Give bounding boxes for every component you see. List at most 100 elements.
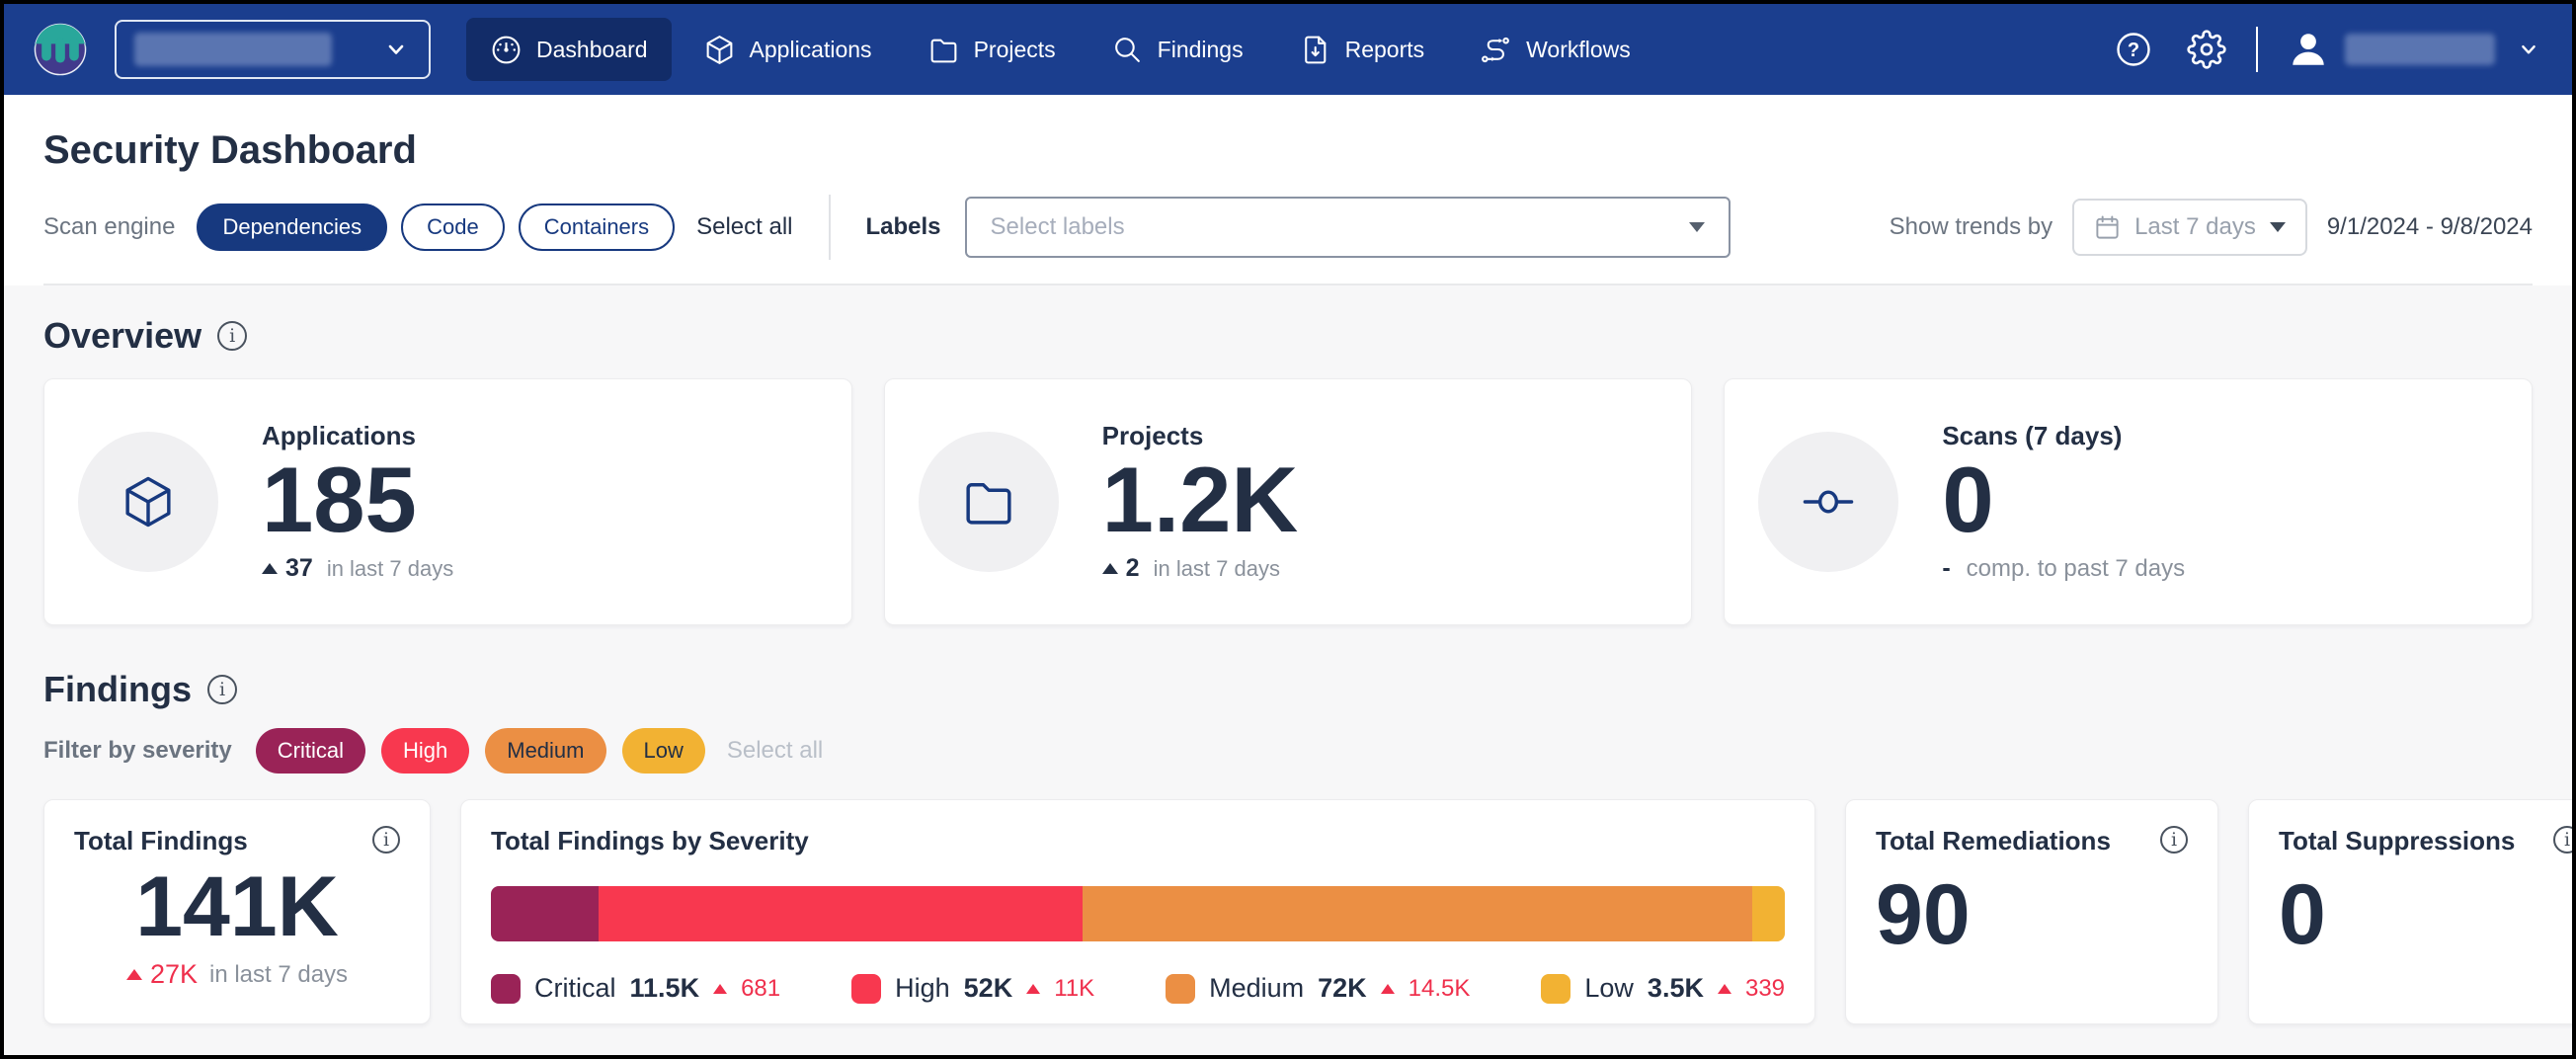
magnifier-icon — [1114, 37, 1140, 62]
legend-value: 11.5K — [629, 973, 700, 1003]
nav-item-applications[interactable]: Applications — [680, 18, 896, 81]
severity-stacked-bar — [491, 886, 1786, 941]
card-title: Total Findings — [74, 826, 248, 855]
bar-segment-low[interactable] — [1752, 886, 1786, 941]
card-delta: 27K — [149, 959, 198, 989]
svg-text:?: ? — [2128, 40, 2139, 61]
gauge-icon — [492, 36, 521, 63]
main-nav: Dashboard Applications Projects — [466, 18, 1654, 81]
card-total-remediations: Total Remediations i 90 — [1845, 799, 2219, 1024]
nav-divider — [2256, 27, 2258, 72]
findings-cards: Total Findings i 141K 27K in last 7 days… — [43, 799, 2572, 1024]
legend-label: Medium — [1209, 973, 1305, 1003]
card-value: 0 — [1942, 447, 1994, 551]
findings-heading: Findings — [43, 669, 192, 709]
chip-low[interactable]: Low — [621, 728, 705, 774]
legend-value: 72K — [1318, 973, 1367, 1003]
trends-cluster: Show trends by Last 7 days 9/1/2024 - 9/… — [1890, 199, 2533, 256]
scan-engine-select-all[interactable]: Select all — [696, 213, 793, 240]
account-name-redacted — [134, 33, 332, 66]
chip-containers[interactable]: Containers — [518, 204, 676, 251]
user-name-redacted — [2345, 34, 2495, 65]
show-trends-label: Show trends by — [1889, 213, 2053, 240]
nav-item-findings[interactable]: Findings — [1087, 18, 1267, 81]
card-total-findings: Total Findings i 141K 27K in last 7 days — [43, 799, 431, 1024]
icon-circle — [1758, 432, 1899, 572]
folder-icon — [966, 483, 1011, 525]
info-icon[interactable]: i — [2160, 826, 2189, 854]
mend-logo[interactable] — [34, 23, 87, 76]
nav-item-dashboard[interactable]: Dashboard — [466, 18, 672, 81]
workflow-icon — [1482, 37, 1510, 62]
help-button[interactable]: ? — [2114, 30, 2153, 69]
trend-up-icon — [1026, 983, 1041, 994]
legend-item-high: High 52K 11K — [851, 973, 1094, 1004]
chip-code[interactable]: Code — [401, 204, 505, 251]
chip-critical[interactable]: Critical — [255, 728, 365, 774]
legend-label: Critical — [534, 973, 616, 1003]
chip-high[interactable]: High — [381, 728, 470, 774]
chevron-down-icon — [2522, 44, 2536, 54]
nav-item-workflows[interactable]: Workflows — [1456, 18, 1654, 81]
filter-bar: Scan engine Dependencies Code Containers… — [43, 195, 2533, 260]
legend-delta: 339 — [1744, 974, 1786, 1002]
legend-swatch — [1166, 973, 1196, 1004]
chip-dependencies[interactable]: Dependencies — [197, 204, 388, 251]
nav-label: Projects — [973, 36, 1056, 62]
chevron-down-icon — [388, 44, 404, 54]
page-title: Security Dashboard — [43, 128, 417, 172]
trends-period-dropdown[interactable]: Last 7 days — [2072, 199, 2307, 256]
card-note: comp. to past 7 days — [1966, 554, 2186, 582]
trend-up-icon — [1380, 983, 1395, 994]
legend-label: High — [895, 973, 950, 1003]
severity-filter-label: Filter by severity — [43, 737, 232, 764]
info-icon[interactable]: i — [2553, 826, 2572, 854]
nav-label: Applications — [749, 36, 872, 62]
cube-icon — [706, 35, 732, 64]
report-icon — [1304, 36, 1326, 63]
card-projects: Projects 1.2K 2 in last 7 days — [883, 378, 1693, 625]
info-icon[interactable]: i — [217, 321, 248, 351]
page-header: Security Dashboard Scan engine Dependenc… — [4, 95, 2572, 285]
help-icon: ? — [2117, 33, 2150, 66]
cube-icon — [125, 476, 171, 528]
severity-select-all[interactable]: Select all — [726, 737, 824, 764]
icon-circle — [78, 432, 218, 572]
caret-down-icon — [2269, 222, 2286, 232]
overview-cards: Applications 185 37 in last 7 days — [43, 378, 2534, 625]
findings-heading-row: Findings i — [43, 669, 2533, 710]
legend-item-low: Low 3.5K 339 — [1541, 973, 1785, 1004]
legend-delta: 11K — [1054, 974, 1095, 1002]
card-delta-suffix: in last 7 days — [326, 555, 454, 581]
nav-label: Reports — [1344, 36, 1425, 62]
legend-swatch — [491, 973, 521, 1004]
nav-item-projects[interactable]: Projects — [904, 18, 1080, 81]
info-icon[interactable]: i — [372, 826, 400, 854]
card-value: 141K — [135, 859, 339, 954]
card-label: Scans (7 days) — [1942, 420, 2123, 450]
labels-label: Labels — [865, 213, 941, 240]
legend-item-medium: Medium 72K 14.5K — [1166, 973, 1470, 1004]
chip-medium[interactable]: Medium — [485, 728, 606, 774]
icon-circle — [918, 432, 1059, 572]
bar-segment-critical[interactable] — [491, 886, 599, 941]
bar-segment-medium[interactable] — [1082, 886, 1753, 941]
card-note-prefix: - — [1942, 554, 1951, 583]
labels-select[interactable]: Select labels — [964, 197, 1731, 258]
card-applications: Applications 185 37 in last 7 days — [43, 378, 852, 625]
nav-right-cluster: ? — [2114, 27, 2542, 72]
settings-button[interactable] — [2187, 30, 2226, 69]
legend-item-critical: Critical 11.5K 681 — [491, 973, 780, 1004]
nav-item-reports[interactable]: Reports — [1275, 18, 1449, 81]
trend-up-icon — [1717, 983, 1731, 994]
card-label: Applications — [262, 420, 417, 450]
account-selector[interactable] — [115, 20, 431, 79]
card-findings-by-severity: Total Findings by Severity Critical 11.5… — [460, 799, 1816, 1024]
legend-value: 3.5K — [1647, 973, 1704, 1003]
card-value: 0 — [2279, 867, 2326, 962]
bar-segment-high[interactable] — [598, 886, 1083, 941]
info-icon[interactable]: i — [206, 675, 237, 704]
user-avatar-icon — [2293, 34, 2324, 65]
user-menu[interactable] — [2288, 29, 2542, 70]
